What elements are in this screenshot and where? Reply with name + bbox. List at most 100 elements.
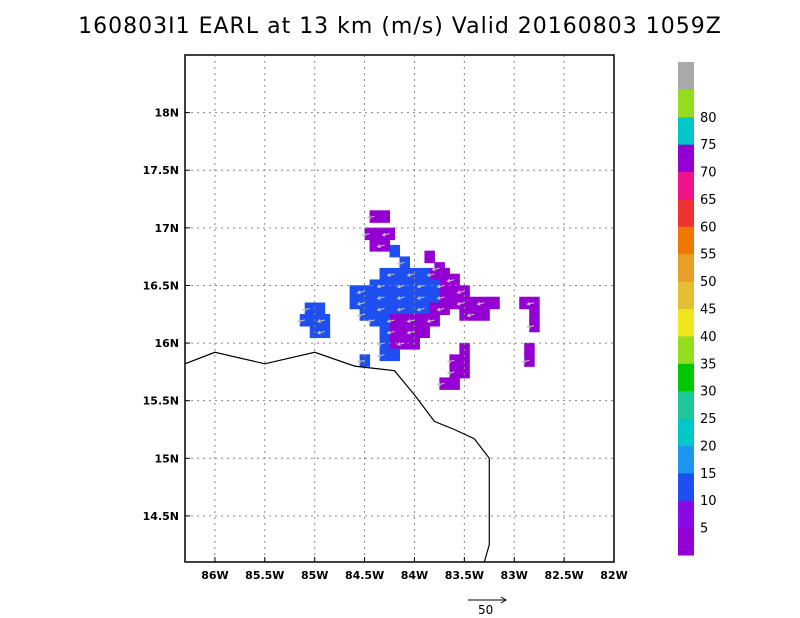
lat-lon-grid — [185, 55, 614, 562]
colorbar-label: 80 — [700, 111, 717, 126]
wind-cell — [439, 377, 450, 390]
lat-tick-label: 15N — [154, 452, 179, 465]
lat-tick-label: 14.5N — [143, 510, 179, 523]
wind-vector-head — [406, 330, 411, 335]
wind-cell — [529, 308, 540, 321]
colorbar-segment — [678, 62, 694, 90]
colorbar-label: 15 — [700, 467, 717, 482]
wind-cell — [449, 365, 460, 379]
wind-vector-head — [416, 284, 421, 289]
colorbar-segment — [678, 363, 694, 392]
wind-vector — [357, 302, 365, 305]
wind-cell — [384, 227, 396, 241]
wind-vector — [377, 284, 385, 288]
colorbar-segment — [678, 335, 694, 364]
wind-vector — [447, 359, 455, 363]
wind-cell — [449, 377, 460, 390]
wind-vector — [377, 342, 385, 346]
wind-cell — [419, 302, 430, 315]
wind-vector-head — [381, 232, 386, 237]
wind-cell — [389, 267, 401, 281]
wind-vector — [437, 382, 445, 386]
wind-cell — [409, 267, 420, 281]
wind-vector-head — [476, 301, 481, 306]
wind-cell — [399, 256, 410, 269]
wind-cell — [379, 210, 391, 223]
reference-vector: 50 — [468, 596, 507, 617]
wind-vector — [417, 284, 425, 288]
reference-vector-label: 50 — [478, 603, 493, 617]
wind-cell — [439, 290, 450, 304]
wind-vector — [477, 302, 485, 305]
wind-vector — [397, 261, 405, 265]
wind-cell — [389, 244, 401, 258]
wind-vector — [437, 284, 445, 288]
wind-vector-head — [426, 273, 431, 277]
wind-vector-head — [396, 342, 401, 347]
colorbar: 5 10 15 20 25 30 35 40 45 50 55 60 65 70 75 80 — [678, 62, 717, 556]
wind-vector-head — [436, 284, 441, 289]
wind-vector — [302, 308, 310, 311]
wind-cell — [349, 285, 361, 298]
coastline — [185, 351, 490, 562]
wind-cell — [449, 285, 460, 298]
wind-vector — [387, 273, 395, 276]
wind-cell — [369, 302, 381, 315]
wind-vector — [387, 319, 395, 323]
wind-cell — [459, 354, 470, 367]
wind-cell — [419, 325, 430, 339]
wind-speed-shading — [299, 210, 540, 390]
wind-vector-head — [446, 370, 451, 375]
lat-tick-label: 16N — [154, 337, 179, 350]
wind-vector-head — [446, 278, 451, 283]
wind-vector-head — [376, 244, 381, 249]
wind-vector-head — [446, 359, 451, 364]
wind-cell — [459, 285, 470, 298]
wind-cell — [419, 290, 430, 304]
wind-cell — [389, 279, 401, 292]
colorbar-segment — [678, 116, 694, 145]
wind-cell — [399, 279, 410, 292]
wind-cell — [524, 354, 535, 367]
reference-arrowhead — [500, 596, 507, 604]
wind-vector-head — [526, 301, 531, 306]
wind-cell — [379, 314, 391, 327]
wind-vector — [377, 354, 385, 357]
wind-vector — [382, 233, 390, 236]
wind-cell — [379, 290, 391, 304]
lat-tick-label: 18N — [154, 107, 179, 120]
lon-tick-label: 82W — [600, 569, 627, 582]
wind-cell — [424, 250, 435, 264]
wind-vector-head — [456, 301, 461, 306]
wind-cell — [409, 290, 420, 304]
wind-cell — [429, 314, 440, 327]
wind-vector — [397, 284, 405, 288]
wind-cell — [379, 302, 391, 315]
wind-vector — [427, 319, 435, 323]
colorbar-label: 50 — [700, 275, 717, 290]
lon-tick-label: 83W — [501, 569, 528, 582]
lon-tick-label: 85.5W — [245, 569, 284, 582]
wind-vector-head — [376, 284, 381, 289]
wind-vector — [407, 273, 415, 276]
wind-vector-head — [416, 296, 421, 300]
wind-vector-head — [356, 313, 361, 318]
wind-cell — [399, 302, 410, 315]
colorbar-label: 70 — [700, 166, 717, 181]
wind-vector — [527, 325, 535, 328]
wind-cell — [369, 290, 381, 304]
wind-vector — [397, 308, 405, 311]
wind-vector-head — [376, 353, 381, 358]
colorbar-segment — [678, 198, 694, 227]
wind-vector — [522, 359, 530, 363]
wind-vector — [367, 215, 375, 219]
wind-vector — [417, 308, 425, 311]
wind-vector — [432, 267, 440, 271]
wind-cell — [439, 267, 450, 281]
wind-cell — [419, 267, 430, 281]
colorbar-segment — [678, 89, 694, 118]
wind-cell — [429, 302, 440, 315]
wind-cell — [369, 210, 381, 223]
wind-cell — [529, 319, 540, 333]
